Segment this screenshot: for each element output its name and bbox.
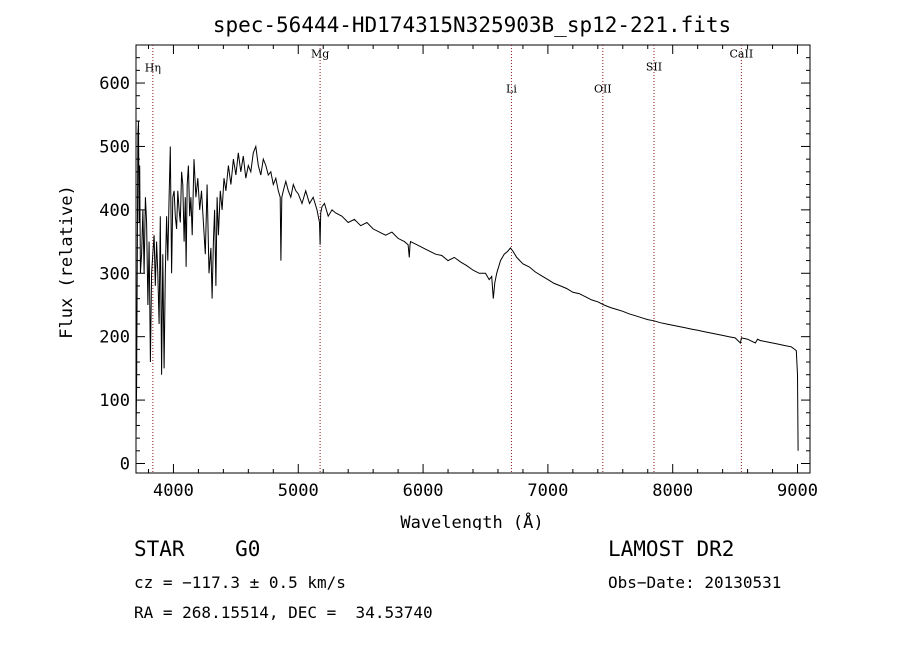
object-class-label: STAR G0	[134, 537, 260, 561]
chart-title: spec-56444-HD174315N325903B_sp12-221.fit…	[213, 13, 731, 37]
ra-dec-label: RA = 268.15514, DEC = 34.53740	[134, 603, 433, 622]
y-tick-label-1: 100	[99, 391, 130, 411]
x-tick-label-1: 5000	[278, 481, 319, 501]
x-tick-label-2: 6000	[403, 481, 444, 501]
spectrum-line	[135, 121, 799, 451]
y-tick-label-2: 200	[99, 328, 130, 348]
x-axis-label: Wavelength (Å)	[400, 511, 543, 530]
axis-ticks: 4000 5000 6000 7000 8000 9000 0 100 200 300 400 500…	[99, 45, 818, 501]
y-axis-label: Flux (relative)	[57, 185, 77, 339]
marker-label-2: Li	[506, 83, 517, 96]
line-markers: Hη Mg Li OII SII CaII	[145, 45, 753, 473]
object-class: STAR	[134, 537, 185, 561]
x-tick-label-4: 8000	[652, 481, 693, 501]
y-tick-label-0: 0	[120, 454, 130, 474]
x-tick-label-5: 9000	[777, 481, 818, 501]
y-tick-label-3: 300	[99, 264, 130, 284]
obs-date-label: Obs−Date: 20130531	[608, 573, 782, 592]
y-tick-label-4: 400	[99, 201, 130, 221]
spectrum-chart: spec-56444-HD174315N325903B_sp12-221.fit…	[57, 13, 818, 530]
marker-label-0: Hη	[145, 62, 161, 75]
marker-label-4: SII	[646, 60, 662, 73]
marker-label-1: Mg	[311, 48, 329, 61]
redshift-label: cz = −117.3 ± 0.5 km/s	[134, 573, 346, 592]
subclass: G0	[235, 537, 261, 561]
marker-label-5: CaII	[730, 48, 754, 61]
plot-frame	[135, 44, 811, 474]
y-tick-label-5: 500	[99, 137, 130, 157]
x-tick-label-0: 4000	[153, 481, 194, 501]
marker-label-3: OII	[594, 83, 612, 96]
y-tick-label-6: 600	[99, 74, 130, 94]
survey-label: LAMOST DR2	[608, 537, 735, 561]
x-tick-label-3: 7000	[527, 481, 568, 501]
